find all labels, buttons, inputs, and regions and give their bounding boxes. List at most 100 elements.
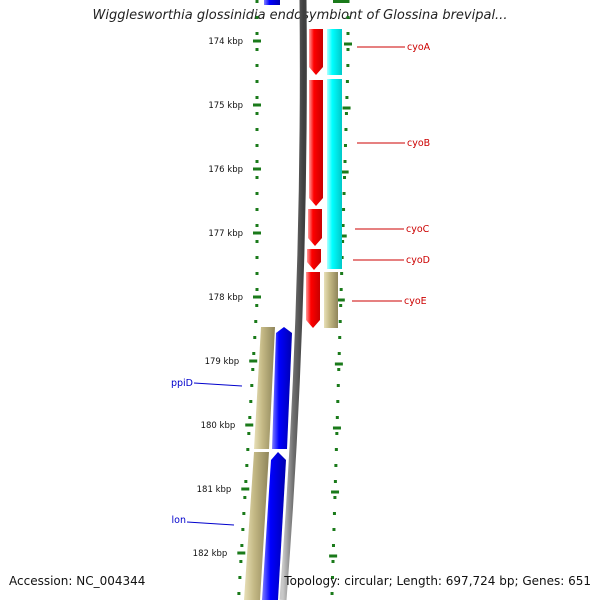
tick-mark [339,304,343,307]
scale-label-2: 175 kbp [208,101,243,111]
tan-feature-2 [244,452,269,600]
tick-mark [245,464,249,467]
gene-label-cyoB: cyoB [407,138,430,149]
tick-mark [336,400,340,403]
tick-mark [343,144,347,147]
tick-mark [237,592,241,595]
tick-mark [255,192,259,195]
tick-mark [255,208,259,211]
tick-mark [255,48,259,51]
tick-mark [255,256,259,259]
major-tick [332,426,341,430]
tick-mark [345,80,349,83]
major-tick [329,554,338,558]
gene-label-cyoE: cyoE [404,296,427,307]
major-tick [336,298,345,302]
tick-mark [242,512,246,515]
major-tick [338,234,347,238]
major-tick [253,39,261,43]
tick-mark [251,368,255,371]
tick-mark [332,528,336,531]
tan-feature-1 [254,327,275,449]
lon-leader [186,521,235,526]
tick-mark [243,496,247,499]
cyoB-arrow [309,80,323,206]
major-tick [342,106,351,110]
tick-mark [255,96,259,99]
tick-mark [330,592,334,595]
tick-mark [344,128,348,131]
tick-mark [341,240,345,243]
tick-mark [255,304,259,307]
tick-mark [244,480,248,483]
tick-mark [339,288,343,291]
major-tick [241,487,250,491]
tick-mark [340,272,344,275]
cyan-feature-1 [327,29,342,75]
topology-text: Topology: circular; Length: 697,724 bp; … [284,574,591,588]
tick-mark [252,352,256,355]
major-tick [344,42,352,46]
tick-mark [331,544,335,547]
tick-mark [247,432,251,435]
tick-mark [332,512,336,515]
tick-mark [240,544,244,547]
scale-label-4: 177 kbp [208,229,243,239]
scale-label-5: 178 kbp [208,293,243,303]
tick-mark [255,224,259,227]
tick-mark [346,32,350,35]
tick-mark [342,192,346,195]
cyoD-arrow [307,249,321,270]
tick-mark [333,496,337,499]
tick-mark [341,224,345,227]
cyoC-arrow [308,209,322,246]
tick-mark [338,336,342,339]
tick-mark [331,560,335,563]
scale-labels: 174 kbp 175 kbp 176 kbp 177 kbp 178 kbp 179 k… [193,37,243,559]
tick-mark [250,384,254,387]
tick-mark [338,320,342,323]
tick-mark [346,0,350,3]
tick-mark [254,320,258,323]
tick-mark [333,480,337,483]
tick-mark [335,416,339,419]
major-tick [253,103,261,107]
tick-mark [346,16,350,19]
tick-mark [337,368,341,371]
tick-mark [239,560,243,563]
gene-label-cyoC: cyoC [406,224,430,235]
tick-mark [255,112,259,115]
tick-mark [255,144,259,147]
gene-label-cyoD: cyoD [406,255,430,266]
major-tick [340,170,349,174]
tick-mark [249,400,253,403]
tick-mark [255,128,259,131]
tick-mark [255,240,259,243]
tick-mark [238,576,242,579]
major-tick [253,231,261,235]
major-tick [249,359,258,363]
tick-mark [255,64,259,67]
accession-text: Accession: NC_004344 [9,574,146,588]
tick-mark [345,96,349,99]
cyoA-arrow [309,29,323,75]
scale-label-3: 176 kbp [208,165,243,175]
major-tick [334,362,343,366]
tick-mark [343,160,347,163]
tick-mark [255,16,259,19]
genome-backbone [279,0,307,600]
tick-mark [255,80,259,83]
major-tick [245,423,254,427]
tan-feature-right [324,272,338,328]
gene-labels: cyoA cyoB cyoC cyoD cyoE ppiD lon [171,42,431,526]
tick-mark [241,528,245,531]
gene-label-cyoA: cyoA [407,42,431,53]
partial-gene-top [264,0,280,5]
tick-mark [255,176,259,179]
tick-mark [346,64,350,67]
ppiD-leader [193,382,243,387]
feature-layer [244,0,347,600]
cyoE-arrow [306,272,320,328]
tick-mark [255,288,259,291]
major-tick [237,551,246,555]
